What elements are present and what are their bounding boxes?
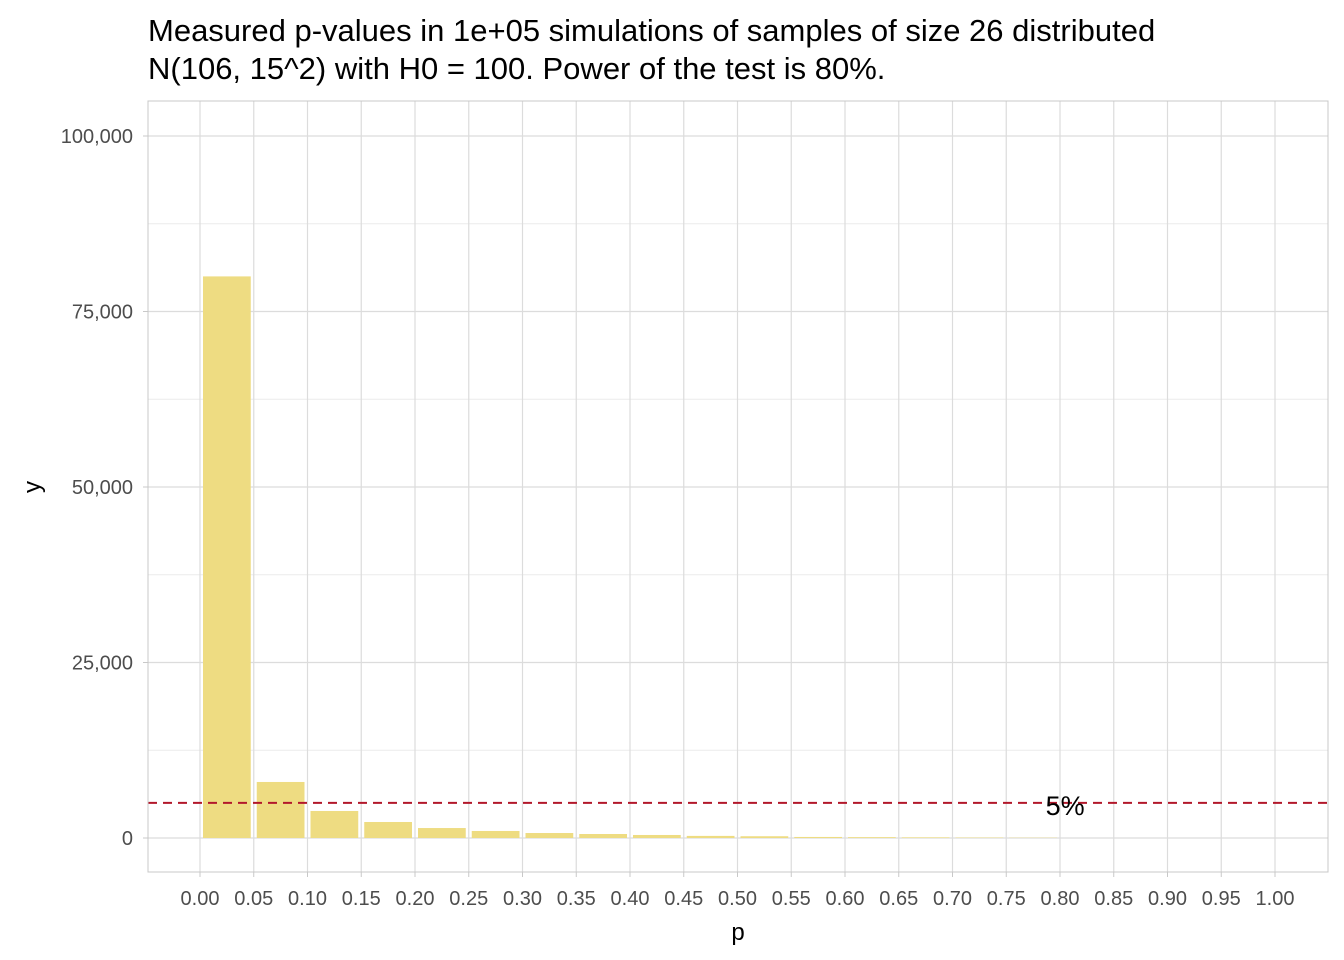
x-tick-label: 0.95 [1202, 888, 1241, 910]
x-tick-label: 0.75 [987, 888, 1026, 910]
y-tick-label: 50,000 [72, 477, 133, 499]
x-tick-label: 0.50 [718, 888, 757, 910]
reference-line-group: 5% [148, 791, 1328, 821]
chart-title-line-1: Measured p-values in 1e+05 simulations o… [148, 13, 1155, 48]
y-tick-label: 0 [122, 828, 133, 850]
y-tick-label: 25,000 [72, 653, 133, 675]
histogram-bar [418, 828, 466, 838]
histogram-bar [256, 781, 305, 838]
x-tick-label: 0.20 [396, 888, 435, 910]
y-axis-label: y [19, 481, 46, 493]
reference-line-label: 5% [1046, 791, 1085, 821]
x-tick-label: 0.30 [503, 888, 542, 910]
histogram-bar [203, 276, 251, 838]
x-tick-label: 0.00 [181, 888, 220, 910]
x-axis-label: p [731, 919, 744, 946]
x-tick-label: 0.15 [342, 888, 381, 910]
x-tick-label: 0.25 [449, 888, 488, 910]
x-tick-label: 0.65 [879, 888, 918, 910]
histogram-bar [686, 835, 735, 838]
grid [148, 101, 1328, 872]
x-tick-label: 0.45 [664, 888, 703, 910]
y-tick-label: 100,000 [61, 126, 133, 148]
x-tick-label: 0.85 [1094, 888, 1133, 910]
x-tick-label: 0.55 [772, 888, 811, 910]
histogram-bar [633, 834, 681, 838]
chart-title-line-2: N(106, 15^2) with H0 = 100. Power of the… [148, 51, 885, 86]
histogram-bar [901, 837, 950, 838]
histogram-bar [579, 833, 627, 838]
x-tick-label: 0.70 [933, 888, 972, 910]
y-axis-ticks: 0 25,000 50,000 75,000 100,000 [61, 126, 148, 850]
x-tick-label: 1.00 [1256, 888, 1295, 910]
x-tick-label: 0.05 [234, 888, 273, 910]
x-tick-label: 0.35 [557, 888, 596, 910]
histogram-bar [740, 836, 789, 838]
x-tick-label: 0.80 [1041, 888, 1080, 910]
histogram-bar [525, 833, 574, 838]
x-tick-label: 0.90 [1148, 888, 1187, 910]
histogram-bar [848, 837, 896, 838]
x-axis-ticks: 0.00 0.05 0.10 0.15 0.20 0.25 0.30 0.35 0.40 0.45… [181, 872, 1295, 910]
histogram-bar [471, 830, 520, 838]
x-tick-label: 0.60 [826, 888, 865, 910]
x-tick-label: 0.10 [288, 888, 327, 910]
histogram-bar [794, 836, 842, 838]
x-tick-label: 0.40 [611, 888, 650, 910]
bars [203, 276, 1057, 838]
y-tick-label: 75,000 [72, 302, 133, 324]
histogram-bar [364, 821, 412, 838]
histogram-bar [310, 810, 359, 838]
